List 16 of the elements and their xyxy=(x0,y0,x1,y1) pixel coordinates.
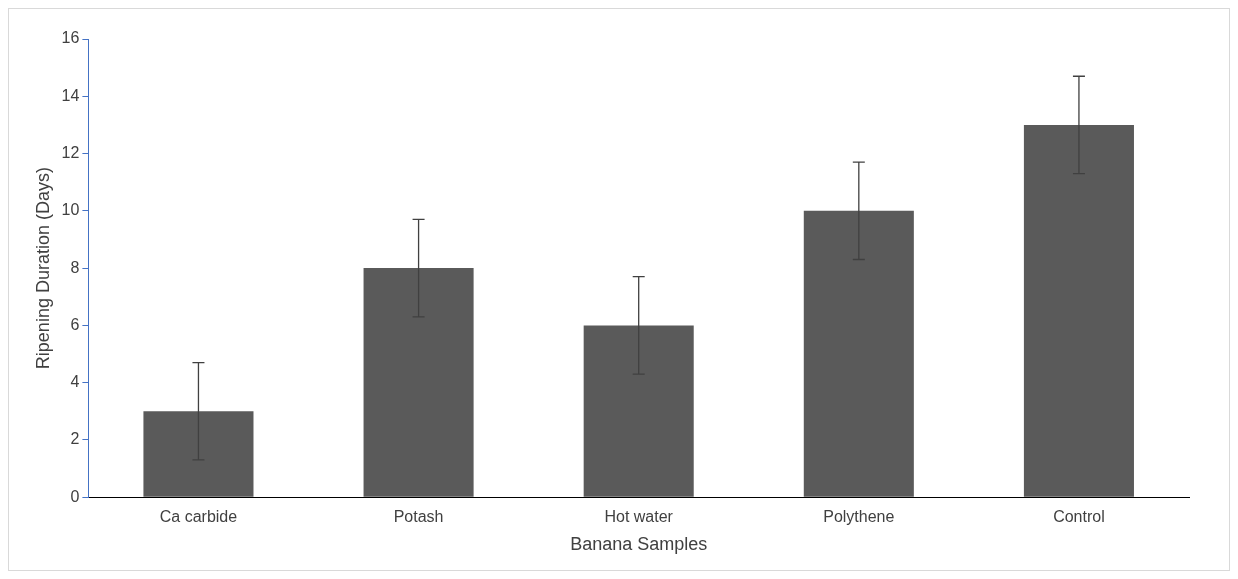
x-tick-label: Hot water xyxy=(604,508,674,526)
y-tick-label: 16 xyxy=(61,29,80,47)
x-tick-label: Potash xyxy=(393,508,444,526)
y-tick-label: 10 xyxy=(61,201,80,219)
y-axis-title: Ripening Duration (Days) xyxy=(32,167,53,370)
x-tick-label: Polythene xyxy=(823,508,895,526)
y-tick-label: 6 xyxy=(70,315,80,333)
x-tick-label: Control xyxy=(1053,508,1105,526)
y-tick-label: 2 xyxy=(70,430,80,448)
y-tick-label: 8 xyxy=(70,258,80,276)
y-tick-label: 4 xyxy=(70,373,80,391)
y-tick-label: 0 xyxy=(70,487,80,505)
x-tick-label: Ca carbide xyxy=(159,508,238,526)
x-axis-title: Banana Samples xyxy=(570,534,708,555)
y-tick-label: 12 xyxy=(61,143,80,161)
y-tick-label: 14 xyxy=(61,86,80,104)
